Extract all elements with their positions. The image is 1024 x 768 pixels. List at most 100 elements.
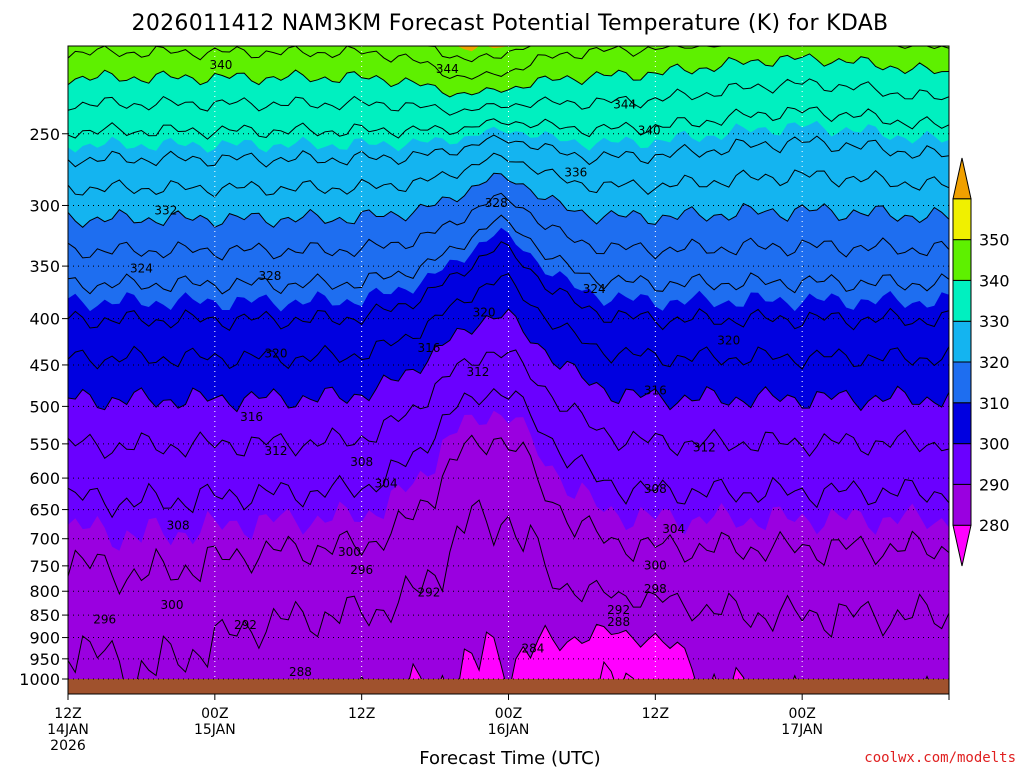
- contour-label: 296: [93, 613, 116, 627]
- contour-label: 328: [485, 196, 508, 210]
- contour-label: 316: [644, 383, 667, 397]
- colorbar-label: 350: [979, 231, 1010, 250]
- x-tick-label: 17JAN: [781, 722, 823, 738]
- y-tick-label: 450: [29, 356, 60, 375]
- y-tick-label: 700: [29, 530, 60, 549]
- contour-label: 300: [161, 598, 184, 612]
- colorbar-swatch: [952, 361, 972, 404]
- contour-label: 292: [607, 603, 630, 617]
- contour-line: [68, 53, 949, 98]
- x-tick-label: 12Z: [642, 706, 669, 722]
- y-tick-label: 600: [29, 469, 60, 488]
- x-tick-label: 15JAN: [194, 722, 236, 738]
- colorbar-swatch: [952, 198, 972, 241]
- colorbar-swatch: [952, 320, 972, 363]
- y-tick-label: 950: [29, 650, 60, 669]
- x-tick-label: 00Z: [495, 706, 522, 722]
- contour-label: 332: [154, 204, 177, 218]
- contour-label: 312: [693, 440, 716, 454]
- colorbar-label: 320: [979, 353, 1010, 372]
- x-tick-label: 2026: [50, 738, 86, 754]
- contour-label: 298: [644, 582, 667, 596]
- y-tick-label: 400: [29, 310, 60, 329]
- contour-line: [68, 308, 949, 413]
- colorbar-swatch: [952, 239, 972, 281]
- colorbar-swatch: [952, 279, 972, 322]
- contour-label: 292: [234, 618, 257, 632]
- y-tick-label: 750: [29, 557, 60, 576]
- colorbar-swatch: [952, 157, 972, 200]
- contour-label: 344: [436, 62, 459, 76]
- y-tick-label: 800: [29, 582, 60, 601]
- contour-line: [68, 172, 949, 228]
- x-tick-label: 12Z: [348, 706, 375, 722]
- contour-label: 284: [522, 641, 545, 655]
- colorbar-label: 290: [979, 475, 1010, 494]
- contour-label: 340: [638, 124, 661, 138]
- contour-label: 312: [265, 444, 288, 458]
- colorbar: 280 290 300 310 320 330 340 350: [952, 157, 1010, 567]
- contour-label: 336: [564, 166, 587, 180]
- contour-label: 300: [644, 558, 667, 572]
- x-axis-label: Forecast Time (UTC): [419, 748, 600, 768]
- x-tick-label: 16JAN: [488, 722, 530, 738]
- colorbar-label: 330: [979, 312, 1010, 331]
- contour-label: 308: [167, 519, 190, 533]
- contour-label: 324: [583, 282, 606, 296]
- chart-title: 2026011412 NAM3KM Forecast Potential Tem…: [132, 11, 889, 36]
- y-tick-label: 250: [29, 125, 60, 144]
- contour-label: 308: [350, 455, 373, 469]
- colorbar-swatch: [952, 402, 972, 445]
- contour-line: [68, 106, 949, 140]
- colorbar-label: 340: [979, 271, 1010, 290]
- contour-label: 320: [717, 334, 740, 348]
- colorbar-swatch: [952, 443, 972, 485]
- x-tick-label: 00Z: [201, 706, 228, 722]
- colorbar-label: 280: [979, 516, 1010, 535]
- contour-label: 296: [350, 563, 373, 577]
- contour-label: 320: [473, 306, 496, 320]
- contour-label: 328: [258, 269, 281, 283]
- y-tick-label: 850: [29, 606, 60, 625]
- colorbar-label: 300: [979, 435, 1010, 454]
- contour-label: 344: [613, 97, 636, 111]
- y-tick-label: 550: [29, 435, 60, 454]
- contour-line: [68, 134, 949, 168]
- fill-band: [360, 624, 929, 679]
- contour-label: 320: [265, 346, 288, 360]
- y-tick-label: 300: [29, 196, 60, 215]
- contour-line: [68, 273, 949, 370]
- y-axis: 250 300 350 400 450 500 550 600 650 700 750 800 850 9…: [19, 125, 68, 689]
- contour-label: 288: [607, 615, 630, 629]
- credit-text: coolwx.com/modelts: [864, 750, 1016, 766]
- contour-label: 300: [338, 545, 361, 559]
- colorbar-swatch: [952, 524, 972, 567]
- colorbar-swatch: [952, 483, 972, 526]
- colorbar-label: 310: [979, 394, 1010, 413]
- contour-label: 340: [209, 58, 232, 72]
- contour-label: 324: [130, 261, 153, 275]
- fill-band: [68, 410, 949, 679]
- contour-line: [68, 387, 949, 519]
- contour-label: 312: [466, 365, 489, 379]
- ground-surface: [68, 679, 949, 694]
- contour-label: 316: [240, 410, 263, 424]
- y-tick-label: 1000: [19, 670, 60, 689]
- y-tick-label: 350: [29, 257, 60, 276]
- contour-label: 288: [289, 665, 312, 679]
- contour-label: 308: [644, 482, 667, 496]
- contour-label: 304: [375, 476, 398, 490]
- contour-label: 316: [418, 341, 441, 355]
- x-tick-label: 14JAN: [47, 722, 89, 738]
- grid-lines: [68, 46, 949, 680]
- x-tick-label: 12Z: [54, 706, 81, 722]
- contour-label: 304: [662, 522, 685, 536]
- y-tick-label: 650: [29, 501, 60, 520]
- y-tick-label: 900: [29, 629, 60, 648]
- x-tick-label: 00Z: [788, 706, 815, 722]
- y-tick-label: 500: [29, 397, 60, 416]
